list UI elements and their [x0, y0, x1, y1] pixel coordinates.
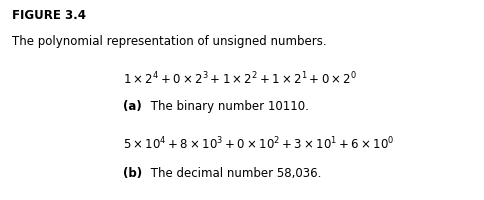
Text: (b): (b): [123, 167, 143, 180]
Text: $5 \times 10^{4} + 8 \times 10^{3} + 0 \times 10^{2} + 3 \times 10^{1} + 6 \time: $5 \times 10^{4} + 8 \times 10^{3} + 0 \…: [123, 136, 395, 153]
Text: The binary number 10110.: The binary number 10110.: [147, 100, 308, 113]
Text: The decimal number 58,036.: The decimal number 58,036.: [147, 167, 321, 180]
Text: $1 \times 2^{4} + 0 \times 2^{3} + 1 \times 2^{2} + 1 \times 2^{1} + 0 \times 2^: $1 \times 2^{4} + 0 \times 2^{3} + 1 \ti…: [123, 71, 358, 88]
Text: (a): (a): [123, 100, 142, 113]
Text: The polynomial representation of unsigned numbers.: The polynomial representation of unsigne…: [12, 35, 327, 48]
Text: FIGURE 3.4: FIGURE 3.4: [12, 9, 86, 22]
